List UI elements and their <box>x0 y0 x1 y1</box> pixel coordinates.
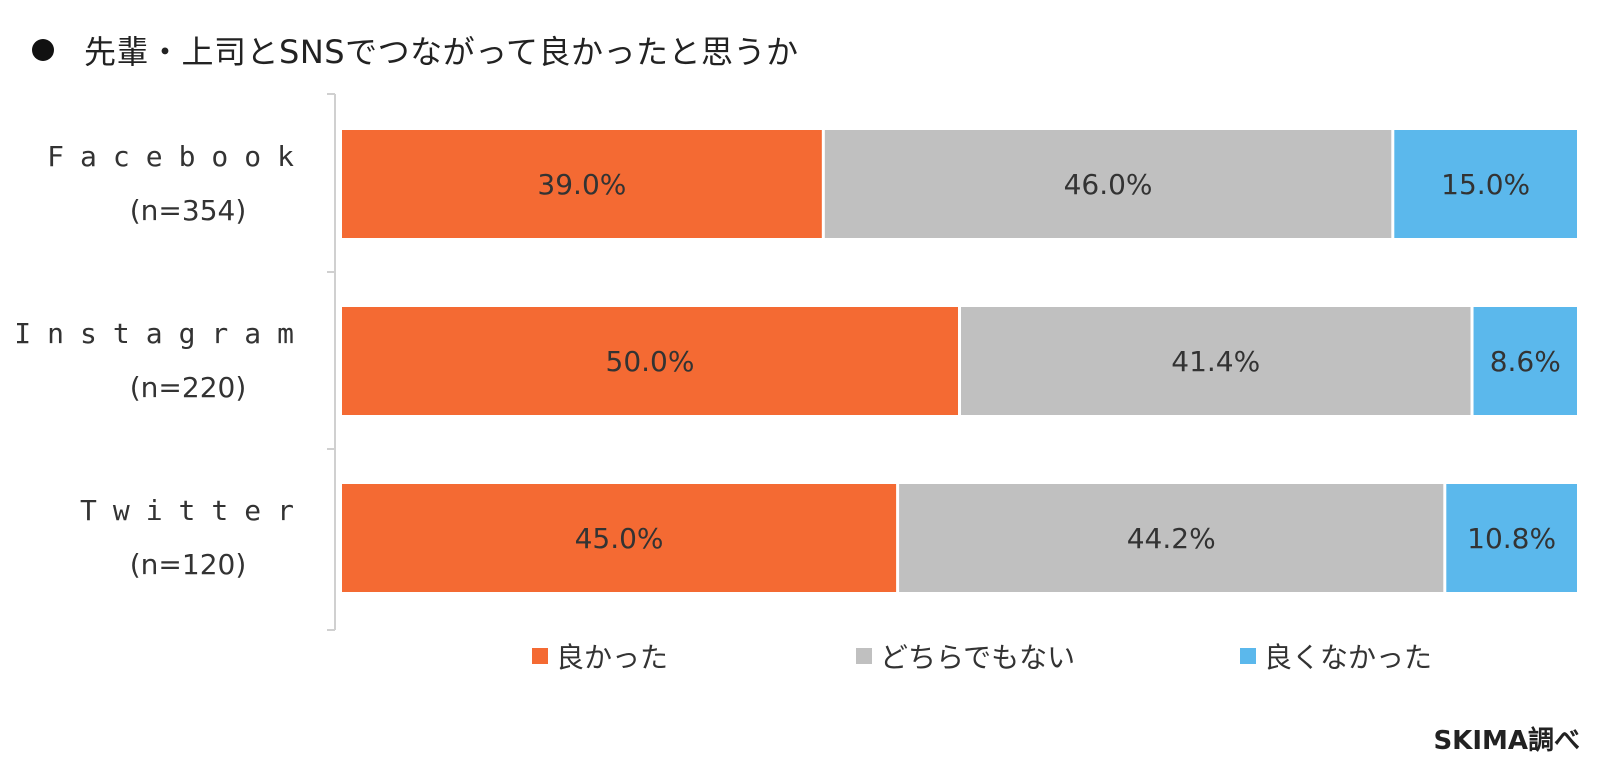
bullet-icon <box>32 39 54 61</box>
category-n-label: (n=220) <box>130 371 247 404</box>
bar-segment <box>961 307 1471 415</box>
category-label: Twitter <box>80 494 310 527</box>
data-label: 8.6% <box>1490 345 1561 378</box>
chart-title-row: 先輩・上司とSNSでつながって良かったと思うか <box>32 22 798 78</box>
bar-segment <box>342 484 897 592</box>
category-label: Facebook <box>47 140 310 173</box>
data-label: 10.8% <box>1467 522 1556 555</box>
bar-segment <box>1473 307 1577 415</box>
data-label: 15.0% <box>1441 168 1530 201</box>
data-label: 41.4% <box>1171 345 1260 378</box>
legend-label: 良かった <box>556 641 668 674</box>
legend-label: どちらでもない <box>880 641 1075 674</box>
data-label: 44.2% <box>1127 522 1216 555</box>
legend-swatch <box>532 648 548 664</box>
legend-label: 良くなかった <box>1264 641 1432 674</box>
source-credit: SKIMA調べ <box>1433 726 1580 756</box>
category-n-label: (n=120) <box>130 548 247 581</box>
data-label: 39.0% <box>537 168 626 201</box>
legend-swatch <box>1240 648 1256 664</box>
bar-segment <box>342 307 958 415</box>
data-label: 45.0% <box>575 522 664 555</box>
bar-segment <box>1446 484 1577 592</box>
bar-segment <box>824 130 1392 238</box>
bar-segment <box>1394 130 1577 238</box>
bar-segment <box>342 130 822 238</box>
category-n-label: (n=354) <box>130 194 247 227</box>
category-label: Instagram <box>14 317 310 350</box>
data-label: 50.0% <box>606 345 695 378</box>
chart-title: 先輩・上司とSNSでつながって良かったと思うか <box>84 33 799 71</box>
bar-segment <box>899 484 1444 592</box>
data-label: 46.0% <box>1064 168 1153 201</box>
legend-swatch <box>856 648 872 664</box>
